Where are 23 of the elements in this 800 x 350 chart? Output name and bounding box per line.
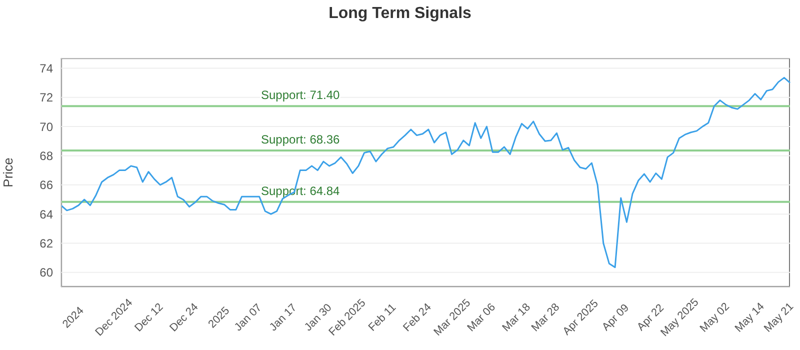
x-tick-label: Feb 24 [401,301,434,334]
y-tick-label: 62 [40,236,54,250]
x-tick-label: May 21 [762,300,796,335]
x-tick-label: Jan 07 [232,302,264,334]
x-tick-label: Dec 12 [132,301,166,334]
ref-line-label: Support: 71.40 [261,88,340,102]
x-tick-label: Dec 24 [168,301,201,334]
x-tick-label: Mar 28 [529,301,562,334]
y-tick-label: 68 [40,148,54,163]
y-tick-label: 70 [40,120,54,134]
y-tick-label: 64 [40,207,54,222]
x-tick-label: Feb 11 [366,302,399,334]
y-tick-label: 72 [40,90,54,105]
x-tick-label: May 02 [698,300,732,335]
y-tick-label: 74 [40,61,54,76]
y-axis-title: Price [0,158,16,188]
x-tick-label: Apr 09 [600,302,632,334]
chart-title: Long Term Signals [328,5,472,23]
line-series [60,76,791,268]
y-tick-label: 66 [40,178,54,192]
y-tick-label: 60 [40,266,54,280]
x-tick-label: Jan 17 [267,302,300,334]
ref-line-label: Support: 68.36 [261,132,340,146]
